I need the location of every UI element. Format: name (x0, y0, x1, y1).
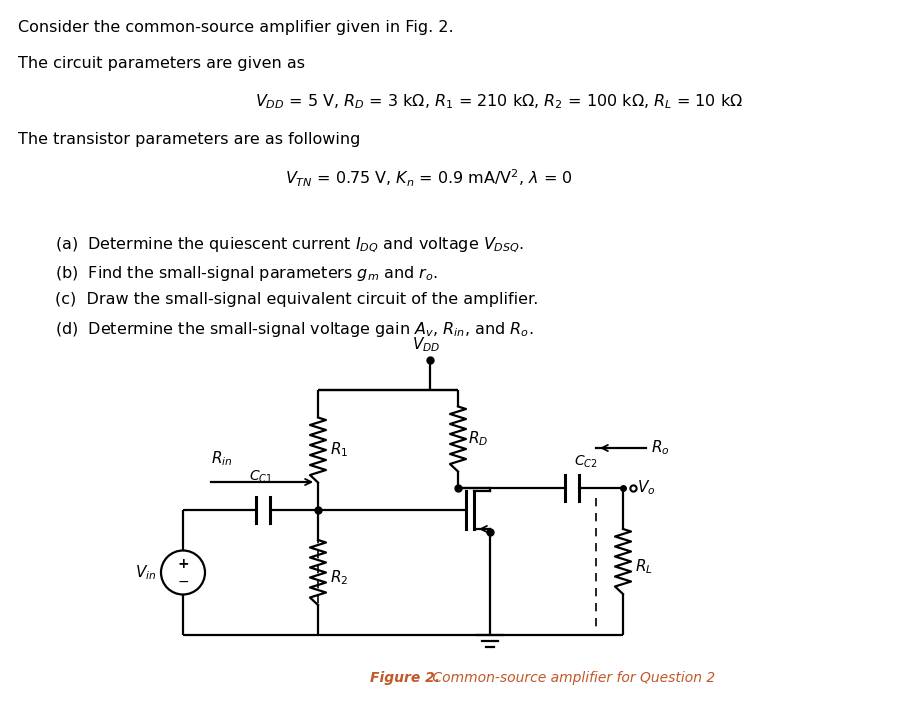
Text: $V_{DD}$: $V_{DD}$ (412, 336, 440, 354)
Text: $R_{in}$: $R_{in}$ (211, 449, 233, 468)
Text: The circuit parameters are given as: The circuit parameters are given as (18, 56, 305, 71)
Text: $V_o$: $V_o$ (637, 479, 655, 497)
Text: $R_L$: $R_L$ (635, 557, 652, 576)
Text: (b)  Find the small-signal parameters $g_m$ and $r_o$.: (b) Find the small-signal parameters $g_… (55, 264, 438, 283)
Text: $V_{in}$: $V_{in}$ (135, 563, 156, 582)
Text: The transistor parameters are as following: The transistor parameters are as followi… (18, 132, 360, 147)
Text: Common-source amplifier for Question 2: Common-source amplifier for Question 2 (428, 671, 715, 685)
Text: $C_{C1}$: $C_{C1}$ (249, 469, 273, 485)
Text: $V_{TN}$ = 0.75 V, $K_n$ = 0.9 mA/V$^2$, $\lambda$ = 0: $V_{TN}$ = 0.75 V, $K_n$ = 0.9 mA/V$^2$,… (285, 168, 573, 190)
Text: $R_D$: $R_D$ (468, 430, 488, 449)
Text: $V_{DD}$ = 5 V, $R_D$ = 3 k$\Omega$, $R_1$ = 210 k$\Omega$, $R_2$ = 100 k$\Omega: $V_{DD}$ = 5 V, $R_D$ = 3 k$\Omega$, $R_… (255, 92, 743, 111)
Text: Consider the common-source amplifier given in Fig. 2.: Consider the common-source amplifier giv… (18, 20, 454, 35)
Text: (a)  Determine the quiescent current $I_{DQ}$ and voltage $V_{DSQ}$.: (a) Determine the quiescent current $I_{… (55, 236, 525, 256)
Text: $R_o$: $R_o$ (651, 439, 670, 457)
Text: $C_{C2}$: $C_{C2}$ (574, 453, 597, 470)
Text: −: − (177, 575, 188, 589)
Text: (d)  Determine the small-signal voltage gain $A_v$, $R_{in}$, and $R_o$.: (d) Determine the small-signal voltage g… (55, 320, 534, 339)
Text: +: + (177, 557, 188, 571)
Text: Figure 2.: Figure 2. (370, 671, 440, 685)
Text: $R_1$: $R_1$ (330, 441, 348, 459)
Text: $R_2$: $R_2$ (330, 568, 348, 587)
Text: (c)  Draw the small-signal equivalent circuit of the amplifier.: (c) Draw the small-signal equivalent cir… (55, 292, 539, 307)
